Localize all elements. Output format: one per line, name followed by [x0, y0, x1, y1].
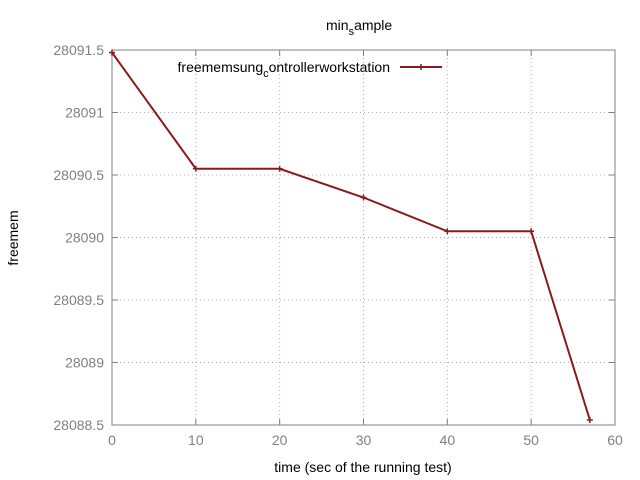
x-axis-label: time (sec of the running test): [274, 459, 451, 475]
y-tick-label: 28089: [65, 355, 104, 371]
x-tick-label: 60: [607, 432, 623, 448]
y-tick-label: 28088.5: [53, 417, 104, 433]
x-tick-label: 10: [188, 432, 204, 448]
x-tick-label: 50: [523, 432, 539, 448]
y-tick-label: 28091.5: [53, 42, 104, 58]
x-tick-label: 40: [440, 432, 456, 448]
y-tick-label: 28090.5: [53, 167, 104, 183]
legend-marker: [418, 64, 424, 70]
data-point: [192, 165, 199, 172]
data-point: [444, 228, 451, 235]
chart-title: minsample: [326, 17, 392, 38]
data-point: [276, 165, 283, 172]
y-tick-label: 28090: [65, 230, 104, 246]
data-point: [528, 228, 535, 235]
y-tick-label: 28091: [65, 105, 104, 121]
x-tick-label: 30: [356, 432, 372, 448]
data-point: [360, 194, 367, 201]
grid: [112, 50, 615, 425]
data-point: [109, 49, 115, 56]
x-axis: 0 10 20 30 40 50 60: [108, 50, 623, 448]
x-tick-label: 20: [272, 432, 288, 448]
y-axis-label: freemem: [5, 210, 21, 265]
data-point: [586, 417, 593, 423]
y-axis: 28088.5 28089 28089.5 28090 28090.5 28091 2809…: [53, 42, 615, 433]
legend-label: freememsungcontrollerworkstation: [178, 59, 390, 80]
legend: freememsungcontrollerworkstation: [178, 59, 442, 80]
series-freemem: [109, 49, 593, 423]
series-line: [111, 51, 591, 421]
y-tick-label: 28089.5: [53, 292, 104, 308]
x-tick-label: 0: [108, 432, 116, 448]
